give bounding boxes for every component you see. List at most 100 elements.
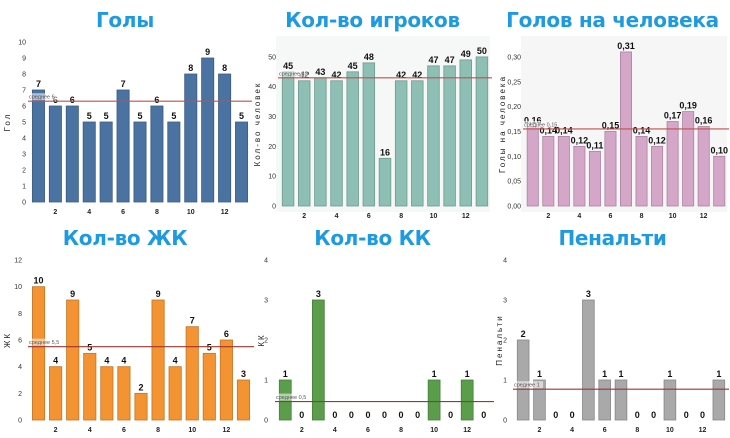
x-tick-label: 8 — [635, 427, 639, 434]
data-label: 0,12 — [571, 135, 589, 145]
x-tick-label: 10 — [666, 427, 674, 434]
data-label: 0,14 — [555, 125, 573, 135]
data-label: 42 — [332, 70, 342, 80]
y-tick-label: 0 — [272, 204, 276, 211]
y-axis-label: КК — [257, 333, 266, 346]
chart-title: Кол-во КК — [314, 226, 431, 250]
data-label: 49 — [461, 49, 471, 59]
x-tick-label: 4 — [87, 209, 91, 216]
x-tick-label: 8 — [640, 213, 644, 220]
chart-panel-goals: Голы 012345678910Гол76655756589852468101… — [0, 0, 252, 220]
y-tick-label: 2 — [22, 168, 26, 175]
data-label: 8 — [188, 63, 193, 73]
data-label: 6 — [154, 95, 159, 105]
data-label: 7 — [36, 79, 41, 89]
chart-panel-yellow-cards: Кол-во ЖК 0 2 4 6 8 10 12 ЖК 10 4 9 5 4 4 2 9 4 7 5 6 3 2 4 6 8 1… — [0, 220, 254, 438]
y-axis-label: ЖК — [3, 332, 12, 348]
bar — [133, 121, 147, 203]
x-tick-label: 2 — [54, 427, 58, 434]
chart-panel-penalties: Пенальти 0 1 2 3 4 Пенальти 2 1 0 0 3 1 1 0 0 1 0 0 1 2 4 6 8 1… — [495, 220, 730, 438]
mean-label-bg — [275, 393, 305, 401]
mean-label: среднее 6 — [29, 95, 55, 101]
bar — [598, 379, 611, 421]
y-tick-label: 10 — [14, 284, 22, 291]
plot-area — [273, 254, 492, 426]
data-label: 5 — [239, 111, 244, 121]
chart-title: Голы — [95, 8, 155, 32]
bar — [614, 379, 628, 421]
mean-label-bg — [28, 338, 58, 346]
data-label: 0 — [651, 410, 656, 420]
bar — [167, 121, 181, 203]
bar — [663, 379, 677, 421]
x-tick-label: 8 — [155, 209, 159, 216]
mean-label: среднее 0,15 — [524, 122, 557, 128]
mean-label-bg — [523, 120, 553, 128]
bar — [31, 286, 46, 421]
bar — [151, 299, 165, 421]
bar — [236, 379, 251, 421]
y-tick-label: 0,00 — [507, 204, 521, 211]
bar — [218, 73, 232, 203]
x-tick-label: 6 — [366, 427, 370, 434]
x-tick-label: 12 — [463, 427, 471, 434]
y-tick-label: 1 — [22, 184, 26, 191]
x-tick-label: 4 — [577, 213, 581, 220]
data-label: 9 — [205, 47, 210, 57]
bar — [219, 339, 233, 421]
data-label: 1 — [716, 369, 721, 379]
bar — [298, 80, 311, 207]
data-label: 9 — [156, 289, 161, 299]
bar — [573, 145, 586, 207]
data-label: 1 — [537, 369, 542, 379]
x-tick-label: 12 — [699, 427, 707, 434]
y-tick-label: 50 — [268, 54, 276, 61]
bar — [378, 157, 392, 207]
data-label: 48 — [364, 52, 374, 62]
x-tick-label: 6 — [122, 427, 126, 434]
bar — [311, 299, 325, 421]
bar — [475, 56, 489, 207]
data-label: 0 — [570, 410, 575, 420]
data-label: 7 — [190, 316, 195, 326]
bar — [411, 80, 424, 207]
x-tick-label: 2 — [300, 427, 304, 434]
bar — [459, 59, 472, 207]
y-axis-label: Кол-во человек — [253, 82, 262, 167]
bar — [712, 379, 726, 421]
data-label: 0 — [382, 410, 387, 420]
y-tick-label: 0,15 — [507, 129, 521, 136]
data-label: 47 — [428, 55, 438, 65]
bar — [394, 80, 408, 207]
y-tick-label: 0,05 — [507, 179, 521, 186]
x-tick-label: 2 — [538, 427, 542, 434]
data-label: 0 — [332, 410, 337, 420]
bar — [116, 89, 130, 203]
x-tick-label: 6 — [603, 427, 607, 434]
data-label: 0,16 — [695, 115, 713, 125]
bar — [713, 155, 726, 207]
x-tick-label: 6 — [121, 209, 125, 216]
y-tick-label: 4 — [264, 258, 268, 265]
bar — [150, 105, 164, 203]
data-label: 0,17 — [664, 111, 682, 121]
x-tick-label: 10 — [187, 209, 195, 216]
data-label: 0 — [553, 410, 558, 420]
mean-label: среднее 5,5 — [29, 340, 59, 346]
y-tick-label: 8 — [22, 72, 26, 79]
bar — [604, 131, 617, 207]
bar — [666, 121, 679, 207]
y-tick-label: 12 — [14, 258, 22, 265]
bar — [83, 352, 97, 421]
data-label: 10 — [34, 276, 44, 286]
mean-label-bg — [28, 93, 58, 101]
data-label: 3 — [586, 289, 591, 299]
data-label: 0 — [684, 410, 689, 420]
data-label: 6 — [70, 95, 75, 105]
data-label: 4 — [173, 356, 178, 366]
chart-title: Кол-во ЖК — [62, 226, 188, 250]
bar — [557, 136, 570, 207]
data-label: 6 — [224, 329, 229, 339]
data-label: 7 — [121, 79, 126, 89]
